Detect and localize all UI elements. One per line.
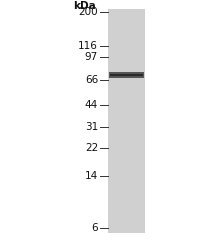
Text: 116: 116: [78, 41, 98, 51]
Text: 14: 14: [85, 171, 98, 181]
Bar: [108, 9, 145, 233]
Bar: [109, 72, 144, 78]
Text: kDa: kDa: [73, 1, 96, 11]
Text: 66: 66: [85, 75, 98, 85]
Text: 22: 22: [85, 143, 98, 153]
Text: 6: 6: [91, 223, 98, 233]
Text: 200: 200: [78, 7, 98, 17]
Text: 44: 44: [85, 100, 98, 110]
Bar: [110, 74, 143, 76]
Text: 97: 97: [85, 52, 98, 62]
Text: 31: 31: [85, 122, 98, 132]
